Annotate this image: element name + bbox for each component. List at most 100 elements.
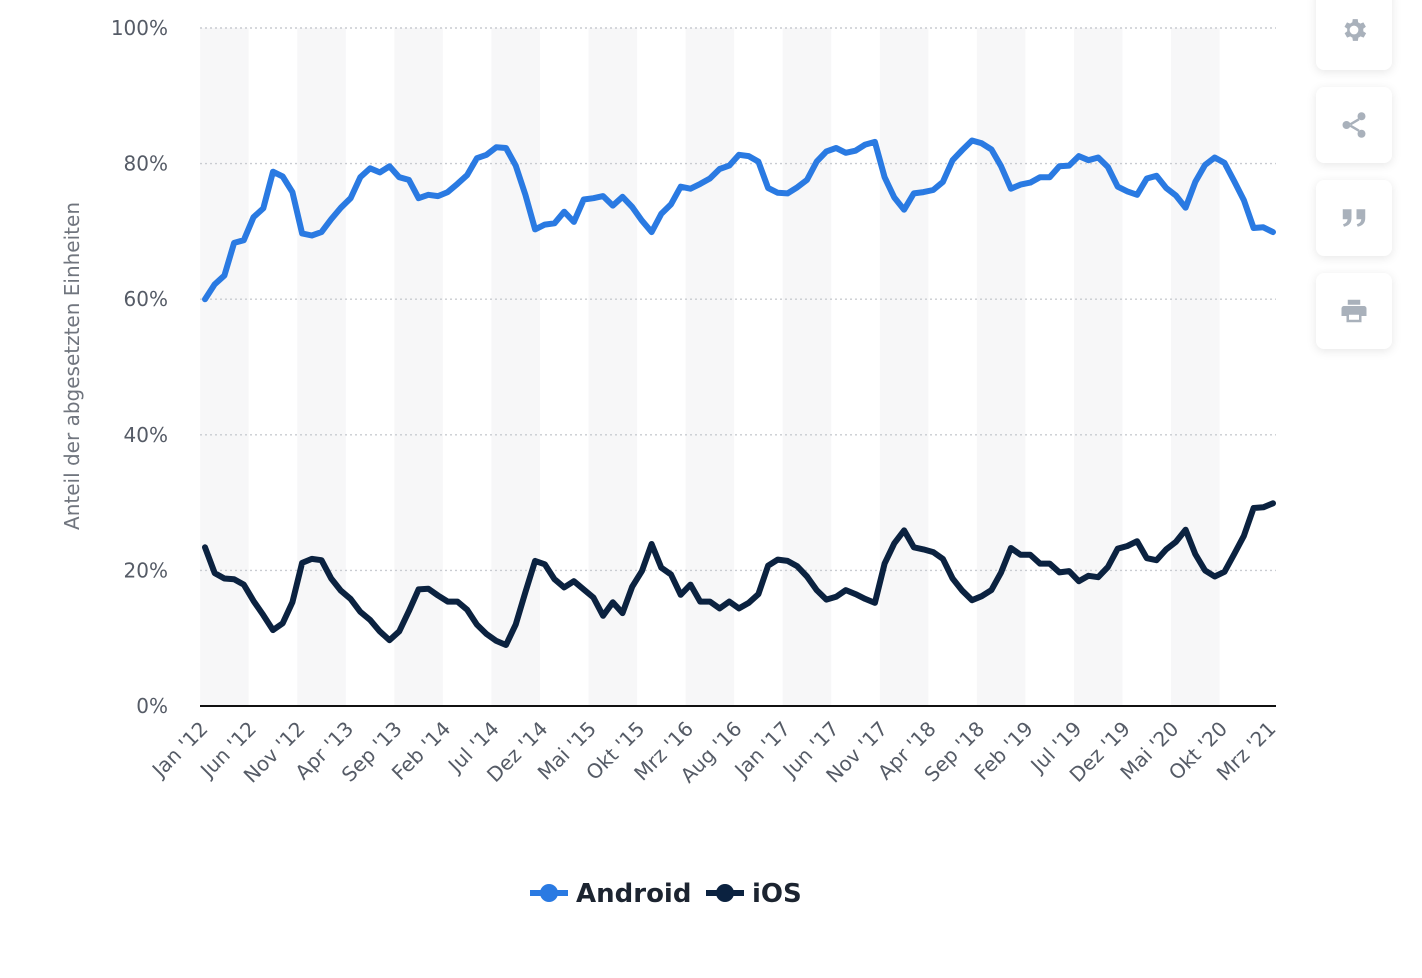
share-button[interactable] xyxy=(1316,87,1392,163)
data-point[interactable] xyxy=(814,159,820,165)
data-point[interactable] xyxy=(367,165,373,171)
data-point[interactable] xyxy=(493,144,499,150)
data-point[interactable] xyxy=(1134,192,1140,198)
data-point[interactable] xyxy=(998,569,1004,575)
data-point[interactable] xyxy=(280,620,286,626)
data-point[interactable] xyxy=(416,586,422,592)
data-point[interactable] xyxy=(542,561,548,567)
data-point[interactable] xyxy=(464,172,470,178)
data-point[interactable] xyxy=(1115,546,1121,552)
data-point[interactable] xyxy=(794,184,800,190)
data-point[interactable] xyxy=(513,163,519,169)
data-point[interactable] xyxy=(785,190,791,196)
data-point[interactable] xyxy=(1173,539,1179,545)
data-point[interactable] xyxy=(1202,162,1208,168)
data-point[interactable] xyxy=(221,576,227,582)
data-point[interactable] xyxy=(1105,164,1111,170)
data-point[interactable] xyxy=(600,193,606,199)
data-point[interactable] xyxy=(959,588,965,594)
data-point[interactable] xyxy=(969,597,975,603)
data-point[interactable] xyxy=(377,169,383,175)
data-point[interactable] xyxy=(1066,163,1072,169)
data-point[interactable] xyxy=(289,599,295,605)
data-point[interactable] xyxy=(309,232,315,238)
data-point[interactable] xyxy=(445,599,451,605)
data-point[interactable] xyxy=(785,558,791,564)
data-point[interactable] xyxy=(328,576,334,582)
data-point[interactable] xyxy=(629,584,635,590)
data-point[interactable] xyxy=(241,237,247,243)
data-point[interactable] xyxy=(212,281,218,287)
data-point[interactable] xyxy=(619,194,625,200)
data-point[interactable] xyxy=(853,591,859,597)
data-point[interactable] xyxy=(979,593,985,599)
data-point[interactable] xyxy=(270,169,276,175)
data-point[interactable] xyxy=(678,592,684,598)
data-point[interactable] xyxy=(484,152,490,158)
data-point[interactable] xyxy=(1163,546,1169,552)
data-point[interactable] xyxy=(241,582,247,588)
data-point[interactable] xyxy=(1202,567,1208,573)
data-point[interactable] xyxy=(1231,178,1237,184)
data-point[interactable] xyxy=(1134,538,1140,544)
data-point[interactable] xyxy=(1037,561,1043,567)
data-point[interactable] xyxy=(1173,192,1179,198)
data-point[interactable] xyxy=(1260,224,1266,230)
data-point[interactable] xyxy=(988,587,994,593)
data-point[interactable] xyxy=(1115,184,1121,190)
data-point[interactable] xyxy=(1251,505,1257,511)
data-point[interactable] xyxy=(639,218,645,224)
data-point[interactable] xyxy=(814,587,820,593)
data-point[interactable] xyxy=(823,148,829,154)
data-point[interactable] xyxy=(726,599,732,605)
data-point[interactable] xyxy=(687,186,693,192)
data-point[interactable] xyxy=(338,205,344,211)
data-point[interactable] xyxy=(503,642,509,648)
data-point[interactable] xyxy=(386,163,392,169)
data-point[interactable] xyxy=(649,541,655,547)
data-point[interactable] xyxy=(1008,545,1014,551)
data-point[interactable] xyxy=(804,177,810,183)
data-point[interactable] xyxy=(338,588,344,594)
data-point[interactable] xyxy=(1105,564,1111,570)
data-point[interactable] xyxy=(600,613,606,619)
data-point[interactable] xyxy=(717,605,723,611)
data-point[interactable] xyxy=(221,272,227,278)
data-point[interactable] xyxy=(862,142,868,148)
data-point[interactable] xyxy=(406,608,412,614)
data-point[interactable] xyxy=(571,578,577,584)
data-point[interactable] xyxy=(765,185,771,191)
data-point[interactable] xyxy=(1212,574,1218,580)
data-point[interactable] xyxy=(348,195,354,201)
data-point[interactable] xyxy=(736,152,742,158)
data-point[interactable] xyxy=(367,617,373,623)
data-point[interactable] xyxy=(1183,205,1189,211)
data-point[interactable] xyxy=(319,229,325,235)
data-point[interactable] xyxy=(532,226,538,232)
data-point[interactable] xyxy=(920,189,926,195)
legend-item-android[interactable]: Android xyxy=(530,879,691,909)
data-point[interactable] xyxy=(891,540,897,546)
data-point[interactable] xyxy=(775,190,781,196)
data-point[interactable] xyxy=(658,565,664,571)
data-point[interactable] xyxy=(891,195,897,201)
data-point[interactable] xyxy=(425,586,431,592)
data-point[interactable] xyxy=(377,628,383,634)
data-point[interactable] xyxy=(522,192,528,198)
data-point[interactable] xyxy=(309,556,315,562)
data-point[interactable] xyxy=(581,586,587,592)
data-point[interactable] xyxy=(493,638,499,644)
data-point[interactable] xyxy=(231,576,237,582)
data-point[interactable] xyxy=(1212,154,1218,160)
data-point[interactable] xyxy=(1095,574,1101,580)
data-point[interactable] xyxy=(1018,552,1024,558)
data-point[interactable] xyxy=(396,174,402,180)
data-point[interactable] xyxy=(1066,568,1072,574)
data-point[interactable] xyxy=(1027,552,1033,558)
data-point[interactable] xyxy=(707,176,713,182)
data-point[interactable] xyxy=(280,173,286,179)
data-point[interactable] xyxy=(1008,186,1014,192)
data-point[interactable] xyxy=(1183,527,1189,533)
data-point[interactable] xyxy=(260,612,266,618)
data-point[interactable] xyxy=(736,605,742,611)
